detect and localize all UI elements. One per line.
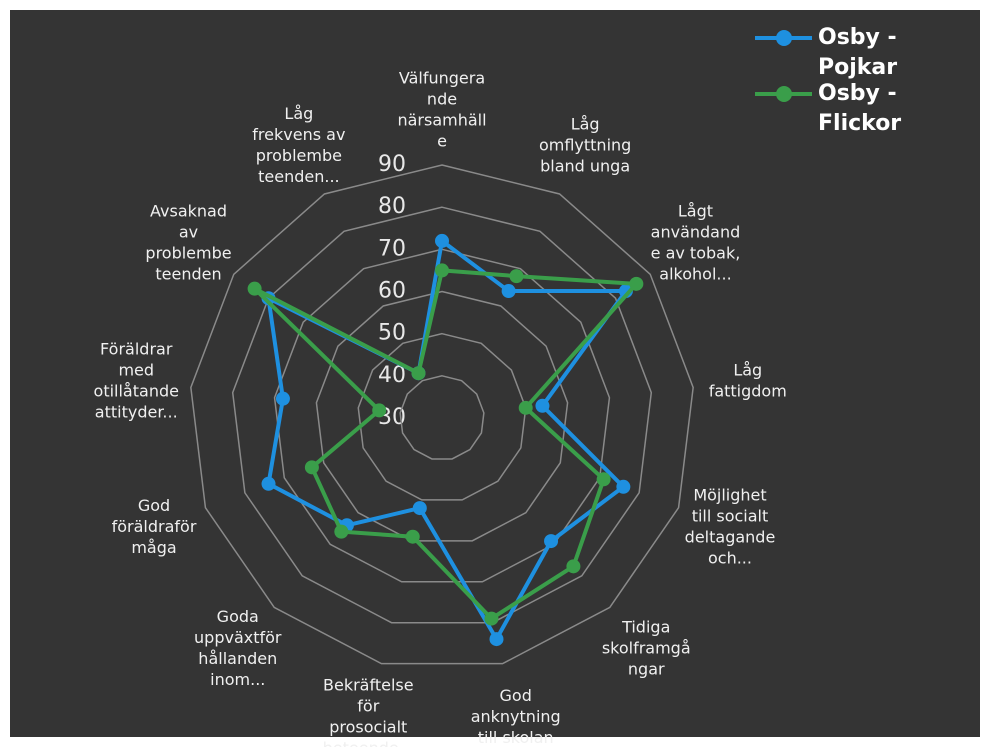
r-tick-label: 60 — [378, 279, 406, 304]
data-point — [435, 263, 449, 277]
data-point — [411, 366, 425, 380]
data-point — [616, 480, 630, 494]
chart: 30405060708090VälfungerandenärsamhälleLå… — [0, 0, 990, 747]
data-point — [597, 472, 611, 486]
data-point — [248, 282, 262, 296]
legend-marker — [776, 86, 792, 102]
data-point — [406, 530, 420, 544]
data-point — [262, 477, 276, 491]
r-tick-label: 80 — [378, 194, 406, 219]
data-point — [372, 403, 386, 417]
data-point — [435, 234, 449, 248]
r-tick-label: 50 — [378, 321, 406, 346]
data-point — [413, 501, 427, 515]
data-point — [544, 534, 558, 548]
data-point — [519, 401, 533, 415]
data-point — [629, 277, 643, 291]
data-point — [276, 392, 290, 406]
page: 30405060708090VälfungerandenärsamhälleLå… — [0, 0, 990, 747]
data-point — [489, 632, 503, 646]
data-point — [509, 269, 523, 283]
data-point — [305, 460, 319, 474]
data-point — [502, 284, 516, 298]
data-point — [484, 612, 498, 626]
data-point — [334, 525, 348, 539]
data-point — [535, 399, 549, 413]
r-tick-label: 70 — [378, 236, 406, 261]
data-point — [566, 559, 580, 573]
r-tick-label: 90 — [378, 152, 406, 177]
legend-marker — [776, 30, 792, 46]
